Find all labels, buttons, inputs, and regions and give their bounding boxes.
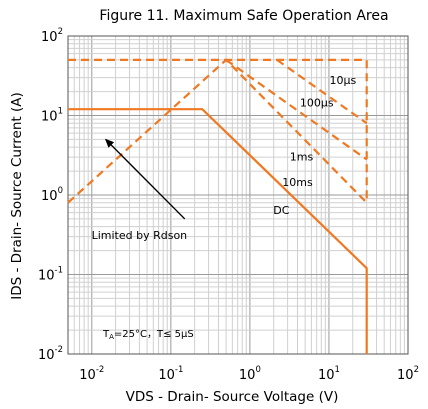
series-1ms [225,59,368,161]
tick-exponent: 1 [58,107,63,117]
tick-base: 10 [41,189,58,204]
series-100us [276,59,368,125]
tick-base: 10 [41,30,58,45]
x-tick-label: 100 [239,365,261,383]
tick-base: 10 [38,269,55,284]
y-tick-label: 100 [41,186,63,204]
series-10ms [67,58,368,204]
tick-base: 10 [239,368,256,383]
x-axis-label: VDS - Drain- Source Voltage (V) [126,389,339,405]
tick-base: 10 [397,368,414,383]
annotation-1ms: 1ms [290,151,314,164]
annotation-10us: 10µs [330,74,357,87]
tick-exponent: -1 [175,365,183,375]
annotations: 10µs 100µs 1ms 10ms DC Limited by Rdson [92,74,357,242]
tick-exponent: 0 [58,186,63,196]
series-10us [68,58,368,203]
tick-exponent: -1 [55,266,63,276]
x-tick-label: 101 [318,365,340,383]
annotation-dc: DC [273,204,289,217]
condition-subscript: A [109,333,114,341]
plot-frame [67,35,409,355]
annotation-limited-by-rdson: Limited by Rdson [92,229,188,242]
rdson-arrow [105,138,186,220]
condition-prefix: T [102,329,110,340]
tick-base: 10 [158,368,175,383]
condition-rest: =25°C，T≤ 5µS [114,329,194,340]
x-tick-label: 10-1 [158,365,183,383]
tick-exponent: -2 [96,365,104,375]
annotation-10ms: 10ms [282,176,313,189]
series-dc [68,108,368,354]
tick-base: 10 [41,110,58,125]
grid [67,36,408,355]
tick-exponent: 1 [335,365,340,375]
tick-exponent: 2 [58,27,63,37]
chart-title: Figure 11. Maximum Safe Operation Area [99,8,388,24]
tick-base: 10 [38,348,55,363]
tick-exponent: 2 [414,365,419,375]
y-tick-label: 10-2 [38,345,63,363]
x-tick-label: 10-2 [79,365,104,383]
test-condition: TA=25°C，T≤ 5µS [102,329,194,341]
tick-exponent: -2 [55,345,63,355]
y-tick-label: 102 [41,27,63,45]
tick-base: 10 [79,368,96,383]
y-axis-label: IDS - Drain- Source Current (A) [9,92,25,300]
y-tick-label: 101 [41,107,63,125]
x-tick-label: 102 [397,365,419,383]
tick-exponent: 0 [255,365,260,375]
x-tick-labels: 10-2 10-1 100 101 102 [79,365,419,383]
annotation-100us: 100µs [300,96,334,109]
y-tick-label: 10-1 [38,266,63,284]
tick-base: 10 [318,368,335,383]
